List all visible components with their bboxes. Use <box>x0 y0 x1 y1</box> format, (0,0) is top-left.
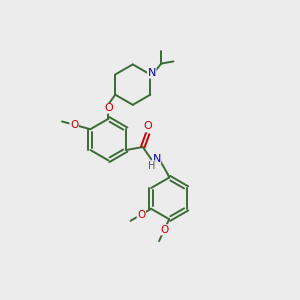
Text: O: O <box>104 103 113 113</box>
Text: O: O <box>70 120 78 130</box>
Text: H: H <box>148 161 155 171</box>
Text: O: O <box>137 209 146 220</box>
Text: N: N <box>152 154 161 164</box>
Text: O: O <box>144 121 153 130</box>
Text: O: O <box>160 225 168 235</box>
Text: N: N <box>148 68 156 78</box>
